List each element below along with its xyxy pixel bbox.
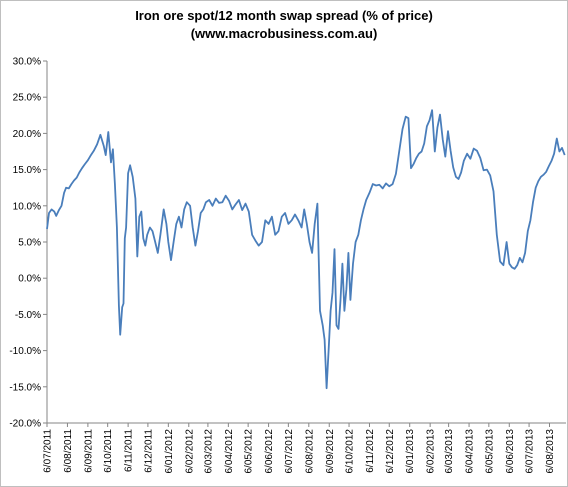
y-tick-label: -20.0% bbox=[9, 419, 41, 430]
x-tick-label: 6/01/2012 bbox=[164, 429, 175, 474]
x-tick-label: 6/01/2013 bbox=[405, 429, 416, 474]
x-tick-label: 6/10/2011 bbox=[103, 429, 114, 473]
x-tick-label: 6/12/2012 bbox=[385, 429, 396, 474]
y-tick-label: 10.0% bbox=[13, 201, 41, 212]
y-tick-label: 15.0% bbox=[13, 165, 41, 176]
y-tick-label: 20.0% bbox=[13, 129, 41, 140]
y-tick-label: 5.0% bbox=[18, 238, 41, 249]
y-tick-label: 0.0% bbox=[18, 274, 41, 285]
series-layer bbox=[46, 109, 566, 390]
x-tick-label: 6/05/2012 bbox=[244, 429, 255, 474]
x-tick-label: 6/06/2012 bbox=[264, 429, 275, 474]
x-tick-label: 6/07/2013 bbox=[525, 429, 536, 474]
x-tick-label: 6/07/2012 bbox=[284, 429, 295, 474]
chart-title: Iron ore spot/12 month swap spread (% of… bbox=[1, 7, 567, 43]
x-tick-label: 6/12/2011 bbox=[143, 429, 154, 473]
x-tick-label: 6/08/2013 bbox=[545, 429, 556, 474]
x-tick-label: 6/09/2012 bbox=[325, 429, 336, 474]
x-tick-label: 6/11/2011 bbox=[124, 429, 135, 472]
x-tick-label: 6/03/2013 bbox=[444, 429, 455, 474]
x-tick-label: 6/04/2012 bbox=[224, 429, 235, 474]
x-axis-ticks: 6/07/2011 6/08/2011 6/09/2011 6/10/2011 6/11… bbox=[43, 423, 556, 474]
x-tick-label: 6/02/2012 bbox=[184, 429, 195, 474]
y-tick-label: -10.0% bbox=[9, 346, 41, 357]
x-tick-label: 6/10/2012 bbox=[345, 429, 356, 474]
x-tick-label: 6/02/2013 bbox=[426, 429, 437, 474]
y-tick-label: -15.0% bbox=[9, 382, 41, 393]
series-line-0 bbox=[46, 109, 566, 390]
y-tick-label: 25.0% bbox=[13, 93, 41, 104]
y-tick-label: 30.0% bbox=[13, 57, 41, 68]
x-tick-label: 6/09/2011 bbox=[83, 429, 94, 473]
x-tick-label: 6/05/2013 bbox=[484, 429, 495, 474]
y-tick-label: -5.0% bbox=[15, 310, 41, 321]
x-tick-label: 6/07/2011 bbox=[43, 429, 54, 473]
x-tick-label: 6/04/2013 bbox=[465, 429, 476, 474]
x-tick-label: 6/08/2011 bbox=[63, 429, 74, 473]
y-axis-ticks: 30.0% 25.0% 20.0% 15.0% 10.0% 5.0% 0.0% -5.0% -1… bbox=[9, 57, 47, 430]
x-tick-label: 6/03/2012 bbox=[203, 429, 214, 474]
x-tick-label: 6/06/2013 bbox=[505, 429, 516, 474]
x-tick-label: 6/08/2012 bbox=[304, 429, 315, 474]
x-tick-label: 6/11/2012 bbox=[365, 429, 376, 473]
chart-title-line-2: (www.macrobusiness.com.au) bbox=[190, 26, 378, 41]
chart-title-line-1: Iron ore spot/12 month swap spread (% of… bbox=[135, 8, 433, 23]
